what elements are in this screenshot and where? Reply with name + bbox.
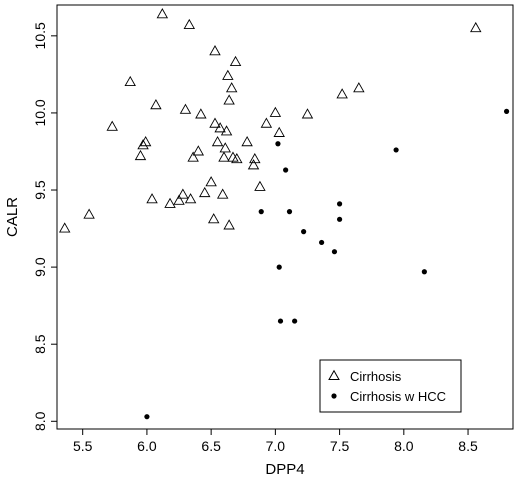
point-cirrhosis: [223, 219, 235, 230]
point-cirrhosis: [179, 103, 192, 114]
point-cirrhosis: [218, 151, 230, 162]
point-cirrhosis-hcc: [276, 264, 282, 270]
point-cirrhosis: [150, 99, 162, 110]
point-cirrhosis-hcc: [275, 141, 281, 147]
x-tick-label: 7.5: [330, 438, 350, 454]
x-tick-label: 7.0: [266, 438, 286, 454]
point-cirrhosis-hcc: [336, 216, 343, 222]
point-cirrhosis: [183, 18, 196, 30]
x-tick-label: 5.5: [73, 438, 93, 454]
point-cirrhosis-hcc: [292, 318, 298, 324]
point-cirrhosis: [269, 106, 282, 117]
point-cirrhosis: [260, 117, 273, 128]
x-tick-label: 6.5: [201, 438, 221, 454]
point-cirrhosis: [241, 136, 253, 147]
y-tick-label: 8.5: [32, 334, 48, 354]
point-cirrhosis-hcc: [286, 209, 293, 215]
y-axis: 8.0 8.5 9.0 9.5 10.0 10.5: [32, 22, 58, 431]
point-cirrhosis: [134, 149, 147, 161]
point-cirrhosis: [139, 136, 152, 147]
point-cirrhosis-hcc: [331, 249, 338, 255]
point-cirrhosis: [187, 151, 199, 162]
point-cirrhosis-hcc: [258, 209, 264, 215]
point-cirrhosis: [192, 145, 205, 156]
y-tick-label: 9.5: [32, 180, 48, 200]
point-cirrhosis: [216, 188, 229, 199]
point-cirrhosis: [225, 82, 238, 93]
point-cirrhosis-hcc: [336, 201, 343, 207]
point-cirrhosis: [211, 136, 224, 147]
y-tick-label: 9.0: [32, 257, 48, 277]
x-tick-label: 8.5: [458, 438, 478, 454]
point-cirrhosis-hcc: [144, 414, 150, 420]
legend-triangle-marker: [328, 369, 340, 381]
point-cirrhosis: [219, 142, 232, 153]
point-cirrhosis: [58, 222, 71, 233]
y-tick-label: 10.5: [32, 22, 48, 49]
point-cirrhosis-hcc: [319, 239, 325, 246]
point-cirrhosis: [173, 194, 185, 205]
point-cirrhosis: [207, 213, 220, 224]
point-cirrhosis-hcc: [393, 147, 399, 153]
point-cirrhosis: [195, 108, 207, 119]
point-cirrhosis: [222, 69, 234, 80]
point-cirrhosis: [137, 139, 149, 150]
point-cirrhosis-hcc: [283, 167, 289, 173]
point-cirrhosis: [198, 186, 211, 198]
point-cirrhosis: [156, 8, 169, 19]
point-cirrhosis-hcc: [421, 269, 427, 275]
point-cirrhosis: [247, 159, 260, 170]
point-cirrhosis: [273, 126, 285, 137]
legend: Cirrhosis Cirrhosis w HCC: [319, 359, 462, 413]
point-cirrhosis: [209, 117, 221, 128]
point-cirrhosis: [124, 75, 136, 87]
data-points: [58, 8, 510, 420]
point-cirrhosis: [164, 197, 176, 208]
point-cirrhosis: [470, 21, 482, 33]
point-cirrhosis: [336, 88, 348, 99]
x-tick-label: 6.0: [137, 438, 157, 454]
point-cirrhosis: [146, 193, 158, 204]
point-cirrhosis: [223, 94, 235, 105]
legend-box: [319, 359, 462, 413]
point-cirrhosis: [83, 208, 95, 219]
point-cirrhosis: [301, 108, 314, 119]
y-tick-label: 10.0: [32, 99, 48, 126]
legend-label-cirrhosis: Cirrhosis: [350, 369, 402, 384]
point-cirrhosis: [229, 55, 242, 67]
point-cirrhosis: [205, 176, 217, 187]
point-cirrhosis-hcc: [301, 229, 307, 235]
y-tick-label: 8.0: [32, 411, 48, 431]
point-cirrhosis: [231, 152, 243, 164]
point-cirrhosis: [353, 82, 365, 93]
x-axis-title: DPP4: [265, 461, 304, 478]
point-cirrhosis: [220, 125, 233, 136]
point-cirrhosis-hcc: [503, 108, 510, 114]
legend-label-cirrhosis-hcc: Cirrhosis w HCC: [350, 389, 446, 404]
y-axis-title: CALR: [4, 197, 21, 237]
point-cirrhosis: [209, 45, 221, 56]
legend-circle-marker: [331, 393, 337, 399]
point-cirrhosis: [106, 120, 118, 131]
point-cirrhosis: [184, 193, 197, 204]
point-cirrhosis: [214, 122, 226, 133]
x-tick-label: 8.0: [394, 438, 414, 454]
point-cirrhosis: [254, 180, 266, 191]
point-cirrhosis: [249, 152, 261, 164]
point-cirrhosis: [177, 188, 189, 199]
point-cirrhosis-hcc: [277, 318, 284, 324]
x-axis: 5.5 6.0 6.5 7.0 7.5 8.0 8.5: [73, 428, 478, 454]
